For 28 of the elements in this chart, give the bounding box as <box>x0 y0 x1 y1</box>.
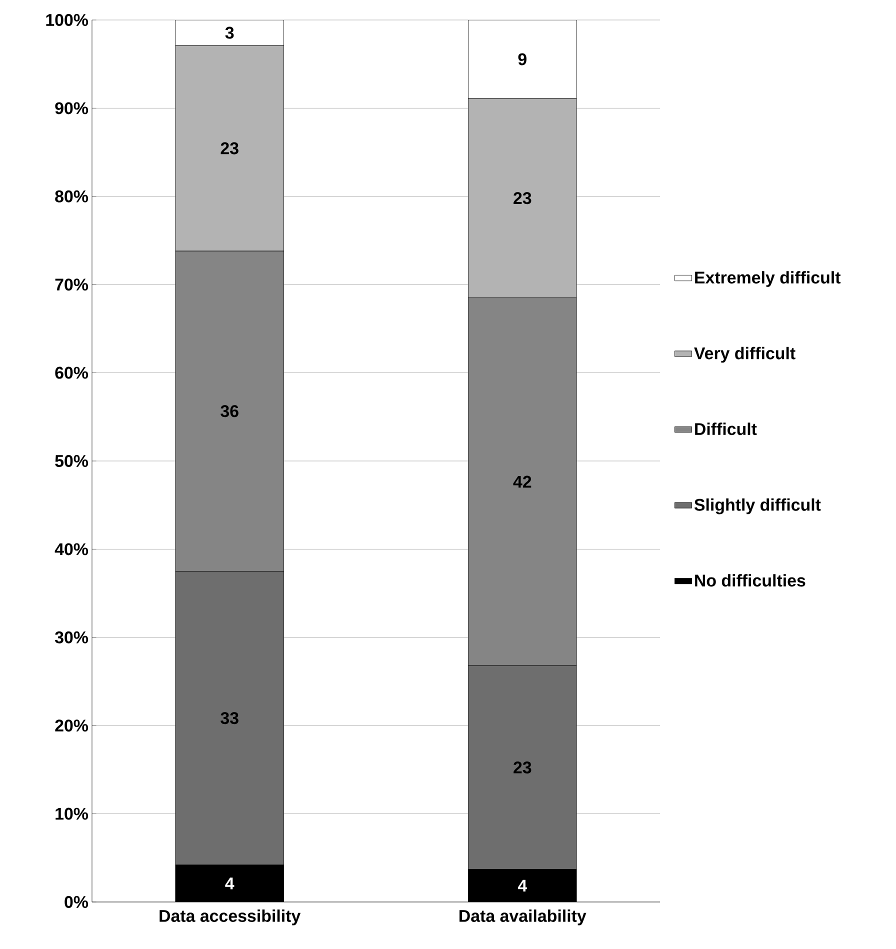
data-label: 42 <box>513 476 532 488</box>
y-tick-label: 50% <box>55 454 88 467</box>
x-tick-label: Data availability <box>460 910 586 926</box>
y-tick-label: 40% <box>54 543 88 556</box>
y-tick-label: 20% <box>55 720 88 732</box>
data-label: 9 <box>518 53 526 66</box>
legend-label: Difficult <box>695 422 757 436</box>
x-tick-label: Data accessibility <box>160 910 301 926</box>
y-tick-label: 60% <box>55 366 88 379</box>
data-label: 4 <box>225 878 234 890</box>
data-label: 23 <box>514 192 532 204</box>
legend-label: Slightly difficult <box>694 498 821 514</box>
data-label: 36 <box>220 405 238 418</box>
data-label: 33 <box>220 712 238 724</box>
y-tick-label: 30% <box>54 631 88 644</box>
y-tick-label: 10% <box>56 808 88 820</box>
legend-label: Extremely difficult <box>695 271 841 287</box>
y-tick-label: 80% <box>55 190 88 202</box>
data-label: 4 <box>518 880 528 892</box>
y-tick-label: 100% <box>46 14 88 26</box>
legend-label: No difficulties <box>695 574 806 587</box>
legend-label: Very difficult <box>694 346 796 363</box>
data-label: 23 <box>220 142 238 154</box>
y-tick-label: 90% <box>55 102 88 114</box>
y-tick-label: 70% <box>55 278 88 291</box>
data-label: 23 <box>514 761 532 774</box>
data-label: 3 <box>225 26 234 39</box>
y-tick-label: 0% <box>64 896 88 908</box>
